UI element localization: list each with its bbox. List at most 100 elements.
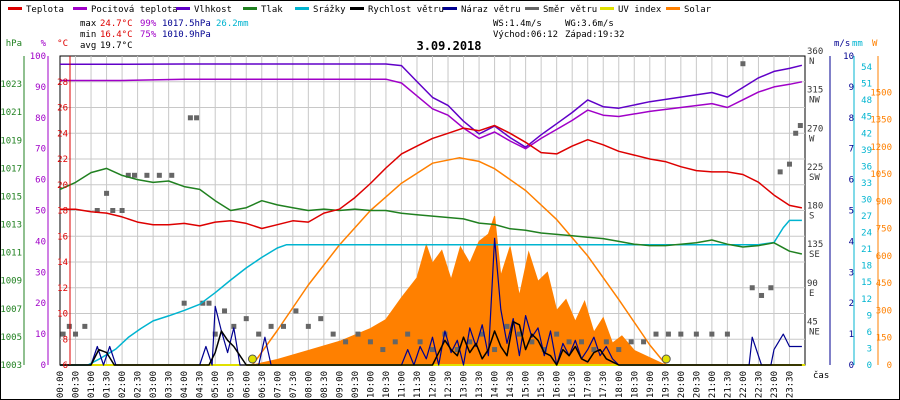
y-tick-ms: 4 [849,237,854,247]
y-tick-hpa: 1021 [0,108,22,118]
wind-direction-point [665,331,671,337]
wind-direction-point [749,285,755,291]
series-vlhkost [60,63,803,148]
y-tick-hpa: 1013 [0,221,22,231]
y-tick-c: 12 [57,284,68,294]
y-tick-pct: 100 [30,52,46,62]
x-tick-label: 11:30 [413,371,423,398]
y-tick-mm: 42 [861,129,872,139]
wind-direction-point [797,123,803,129]
wind-direction-point [529,339,535,345]
y-tick-mm: 33 [861,179,872,189]
wind-direction-point [367,339,373,345]
wind-direction-point [73,331,79,337]
x-tick-label: 20:30 [692,371,702,398]
stats-min-temp: 16.4°C [100,30,133,40]
y-tick-pct: 80 [35,114,46,124]
x-tick-label: 09:30 [351,371,361,398]
y-tick-mm: 39 [861,146,872,156]
wind-direction-point [318,316,324,322]
x-tick-label: 01:00 [87,371,97,398]
axis-unit-w: W [872,39,878,49]
dir-letter: SE [809,250,820,260]
legend-label-teplota: Teplota [26,5,64,15]
y-tick-pct: 60 [35,176,46,186]
wind-direction-point [430,347,435,353]
y-tick-hpa: 1019 [0,136,22,146]
legend-label-srazky: Srážky [313,5,346,15]
dir-letter: S [809,212,814,222]
wind-direction-point [454,347,460,353]
wind-direction-point [119,208,125,213]
wind-direction-point [579,339,584,345]
wind-direction-point [709,331,715,337]
stats-sunrise: Východ:06:12 [493,30,558,40]
y-tick-mm: 30 [861,195,872,205]
x-tick-label: 10:30 [382,371,392,398]
y-tick-mm: 6 [867,328,872,338]
y-tick-ms: 6 [849,176,854,186]
y-tick-pct: 30 [35,268,46,278]
legend-swatch-srazky [295,7,309,10]
y-tick-ms: 9 [849,83,854,93]
wind-direction-point [759,292,765,298]
x-tick-label: 23:30 [785,371,795,398]
wind-direction-point [94,208,100,213]
x-tick-label: 07:30 [289,371,299,398]
dir-letter: E [809,289,814,299]
stats-ws: WS:1.4m/s [493,19,542,29]
wind-direction-point [132,172,137,178]
series-rychlost-vetru [60,320,802,366]
y-tick-ms: 10 [843,52,854,62]
wind-direction-point [355,331,361,337]
wind-direction-point [417,339,423,345]
wind-direction-point [60,331,66,337]
x-tick-label: 20:00 [677,371,687,398]
dir-tick: 360 [807,47,823,57]
x-tick-label: 11:00 [397,371,407,398]
x-tick-label: 05:30 [227,371,237,398]
y-tick-c: 10 [57,310,68,320]
y-tick-pct: 20 [35,299,46,309]
axes: 00:00 00:30 01:00 01:30 02:00 02:30 03:00 03:30… [0,39,892,398]
y-tick-hpa: 1023 [0,80,22,90]
x-tick-label: 15:00 [522,371,532,398]
y-tick-ms: 5 [849,207,854,217]
stats-max-hum: 99% [140,19,157,29]
y-tick-c: 18 [57,207,68,217]
y-tick-w: 150 [876,334,892,344]
wind-direction-point [603,339,609,345]
dir-tick: 45 [807,317,818,327]
axis-unit-c: °C [57,39,68,49]
wind-direction-point [268,323,274,329]
legend-swatch-vlhkost [176,7,190,10]
wind-direction-point [293,308,299,314]
y-tick-mm: 18 [861,262,872,272]
dir-letter: NE [809,327,820,337]
x-tick-label: 12:00 [429,371,439,398]
wind-direction-point [231,323,237,329]
y-tick-pct: 50 [35,207,46,217]
wind-direction-point [653,331,659,337]
y-tick-hpa: 1009 [0,277,22,287]
wind-direction-point [125,172,131,178]
legend-label-smer: Směr větru [543,5,597,15]
y-tick-mm: 36 [861,162,872,172]
x-tick-label: 00:30 [72,371,82,398]
stats-max-temp: 24.7°C [100,19,133,29]
y-tick-c: 24 [57,129,68,139]
wind-direction-point [194,115,200,121]
wind-direction-point [693,331,699,337]
dir-letter: N [809,57,814,67]
y-tick-pct: 70 [35,145,46,155]
series-pocitova-teplota [60,78,803,150]
dir-tick: 225 [807,163,823,173]
dir-tick: 90 [807,279,818,289]
wind-direction-point [380,347,386,353]
legend-label-naraz: Náraz větru [461,5,521,15]
y-tick-c: 20 [57,181,68,191]
stats-avg-temp: 19.7°C [100,41,133,51]
x-tick-label: 07:00 [273,371,283,398]
x-tick-label: 13:30 [475,371,485,398]
stats-max-label: max [80,19,97,29]
